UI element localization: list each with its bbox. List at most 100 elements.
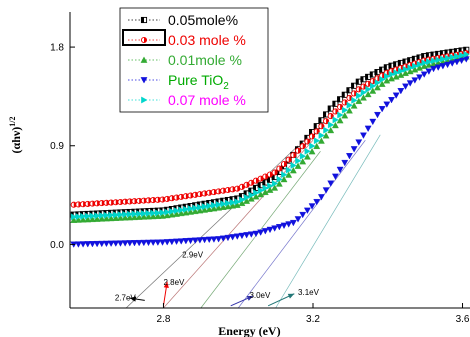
data-point — [205, 205, 213, 212]
data-point — [266, 226, 274, 234]
data-point-fill — [379, 67, 383, 73]
data-point — [261, 188, 269, 196]
x-tick-label: 2.8 — [157, 314, 171, 325]
data-point — [289, 219, 297, 227]
data-point — [374, 83, 381, 91]
data-point — [360, 94, 367, 101]
data-point — [253, 189, 260, 197]
y-tick-label: 0.0 — [50, 240, 64, 251]
data-point — [197, 203, 204, 211]
data-point-fill — [440, 50, 443, 56]
data-point — [355, 92, 363, 100]
data-point-fill — [309, 129, 313, 135]
data-point-fill — [435, 51, 439, 57]
data-point-fill — [426, 52, 429, 58]
data-point-fill — [421, 53, 425, 59]
data-point — [121, 214, 129, 221]
data-point-half — [288, 156, 292, 163]
data-point — [323, 118, 330, 125]
data-point — [351, 96, 358, 104]
data-point — [205, 236, 213, 244]
data-point-fill — [328, 105, 331, 112]
legend-swatch-marker — [141, 96, 148, 104]
data-point — [248, 191, 255, 199]
data-point — [70, 216, 78, 223]
data-point-fill — [458, 47, 462, 54]
data-point-fill — [304, 135, 308, 141]
data-point — [402, 65, 410, 73]
arrow-head — [246, 295, 254, 301]
data-point — [369, 87, 377, 94]
data-point — [322, 187, 330, 194]
data-point — [374, 111, 381, 119]
data-point — [341, 112, 349, 119]
data-point — [219, 203, 227, 210]
data-point — [80, 212, 87, 220]
data-point — [295, 157, 302, 165]
data-point-fill — [258, 182, 261, 188]
data-point — [224, 202, 232, 210]
data-point — [98, 240, 106, 248]
data-point — [364, 90, 372, 98]
data-point-fill — [346, 87, 350, 93]
data-point — [327, 121, 335, 129]
data-point-fill — [384, 64, 387, 70]
data-point — [392, 73, 400, 80]
data-point — [449, 53, 456, 61]
data-point — [341, 99, 348, 106]
data-point — [416, 74, 423, 81]
data-point — [211, 201, 218, 209]
data-point — [173, 207, 181, 215]
data-point — [108, 211, 115, 219]
data-point — [84, 200, 91, 207]
data-point — [346, 153, 353, 160]
data-point — [378, 80, 386, 87]
data-point — [294, 216, 302, 223]
data-point — [379, 76, 386, 83]
data-point — [201, 237, 209, 244]
legend-label: Pure TiO2 — [168, 72, 229, 92]
data-point — [233, 201, 241, 208]
data-point — [252, 230, 260, 238]
data-point — [224, 234, 232, 242]
legend-swatch-marker — [140, 16, 148, 24]
tangent-line — [237, 140, 366, 309]
data-point — [112, 211, 120, 219]
data-point — [94, 212, 101, 220]
data-point — [257, 190, 265, 198]
data-point-fill — [197, 201, 200, 208]
data-point — [331, 173, 339, 180]
legend-swatch-marker — [140, 77, 148, 84]
data-point — [252, 193, 260, 200]
data-point-half — [279, 165, 282, 172]
data-point-fill — [234, 195, 238, 202]
data-point — [346, 87, 353, 94]
data-point-fill — [206, 200, 210, 206]
data-point-fill — [267, 177, 270, 183]
data-point — [337, 111, 344, 119]
data-point — [112, 240, 120, 247]
gap-label: 3.0eV — [249, 291, 271, 300]
data-point-fill — [407, 57, 411, 63]
data-point-fill — [244, 190, 247, 197]
data-point — [201, 206, 209, 213]
data-point — [350, 146, 358, 153]
data-point-half — [293, 152, 296, 158]
series-4-markers — [70, 56, 470, 248]
arrow-head — [287, 293, 295, 299]
data-point — [285, 221, 293, 228]
data-point — [233, 233, 241, 240]
data-point — [346, 94, 353, 101]
data-point — [458, 51, 466, 59]
data-point-fill — [374, 69, 378, 75]
data-point-fill — [272, 174, 275, 180]
data-point — [149, 212, 157, 220]
data-point — [299, 158, 307, 165]
data-point — [341, 106, 349, 114]
data-point — [117, 198, 124, 206]
data-point — [313, 199, 321, 206]
data-point — [309, 142, 316, 150]
data-point — [243, 197, 251, 204]
data-point-fill — [398, 60, 401, 66]
y-axis-title: (αhν)1/2 — [8, 117, 23, 154]
